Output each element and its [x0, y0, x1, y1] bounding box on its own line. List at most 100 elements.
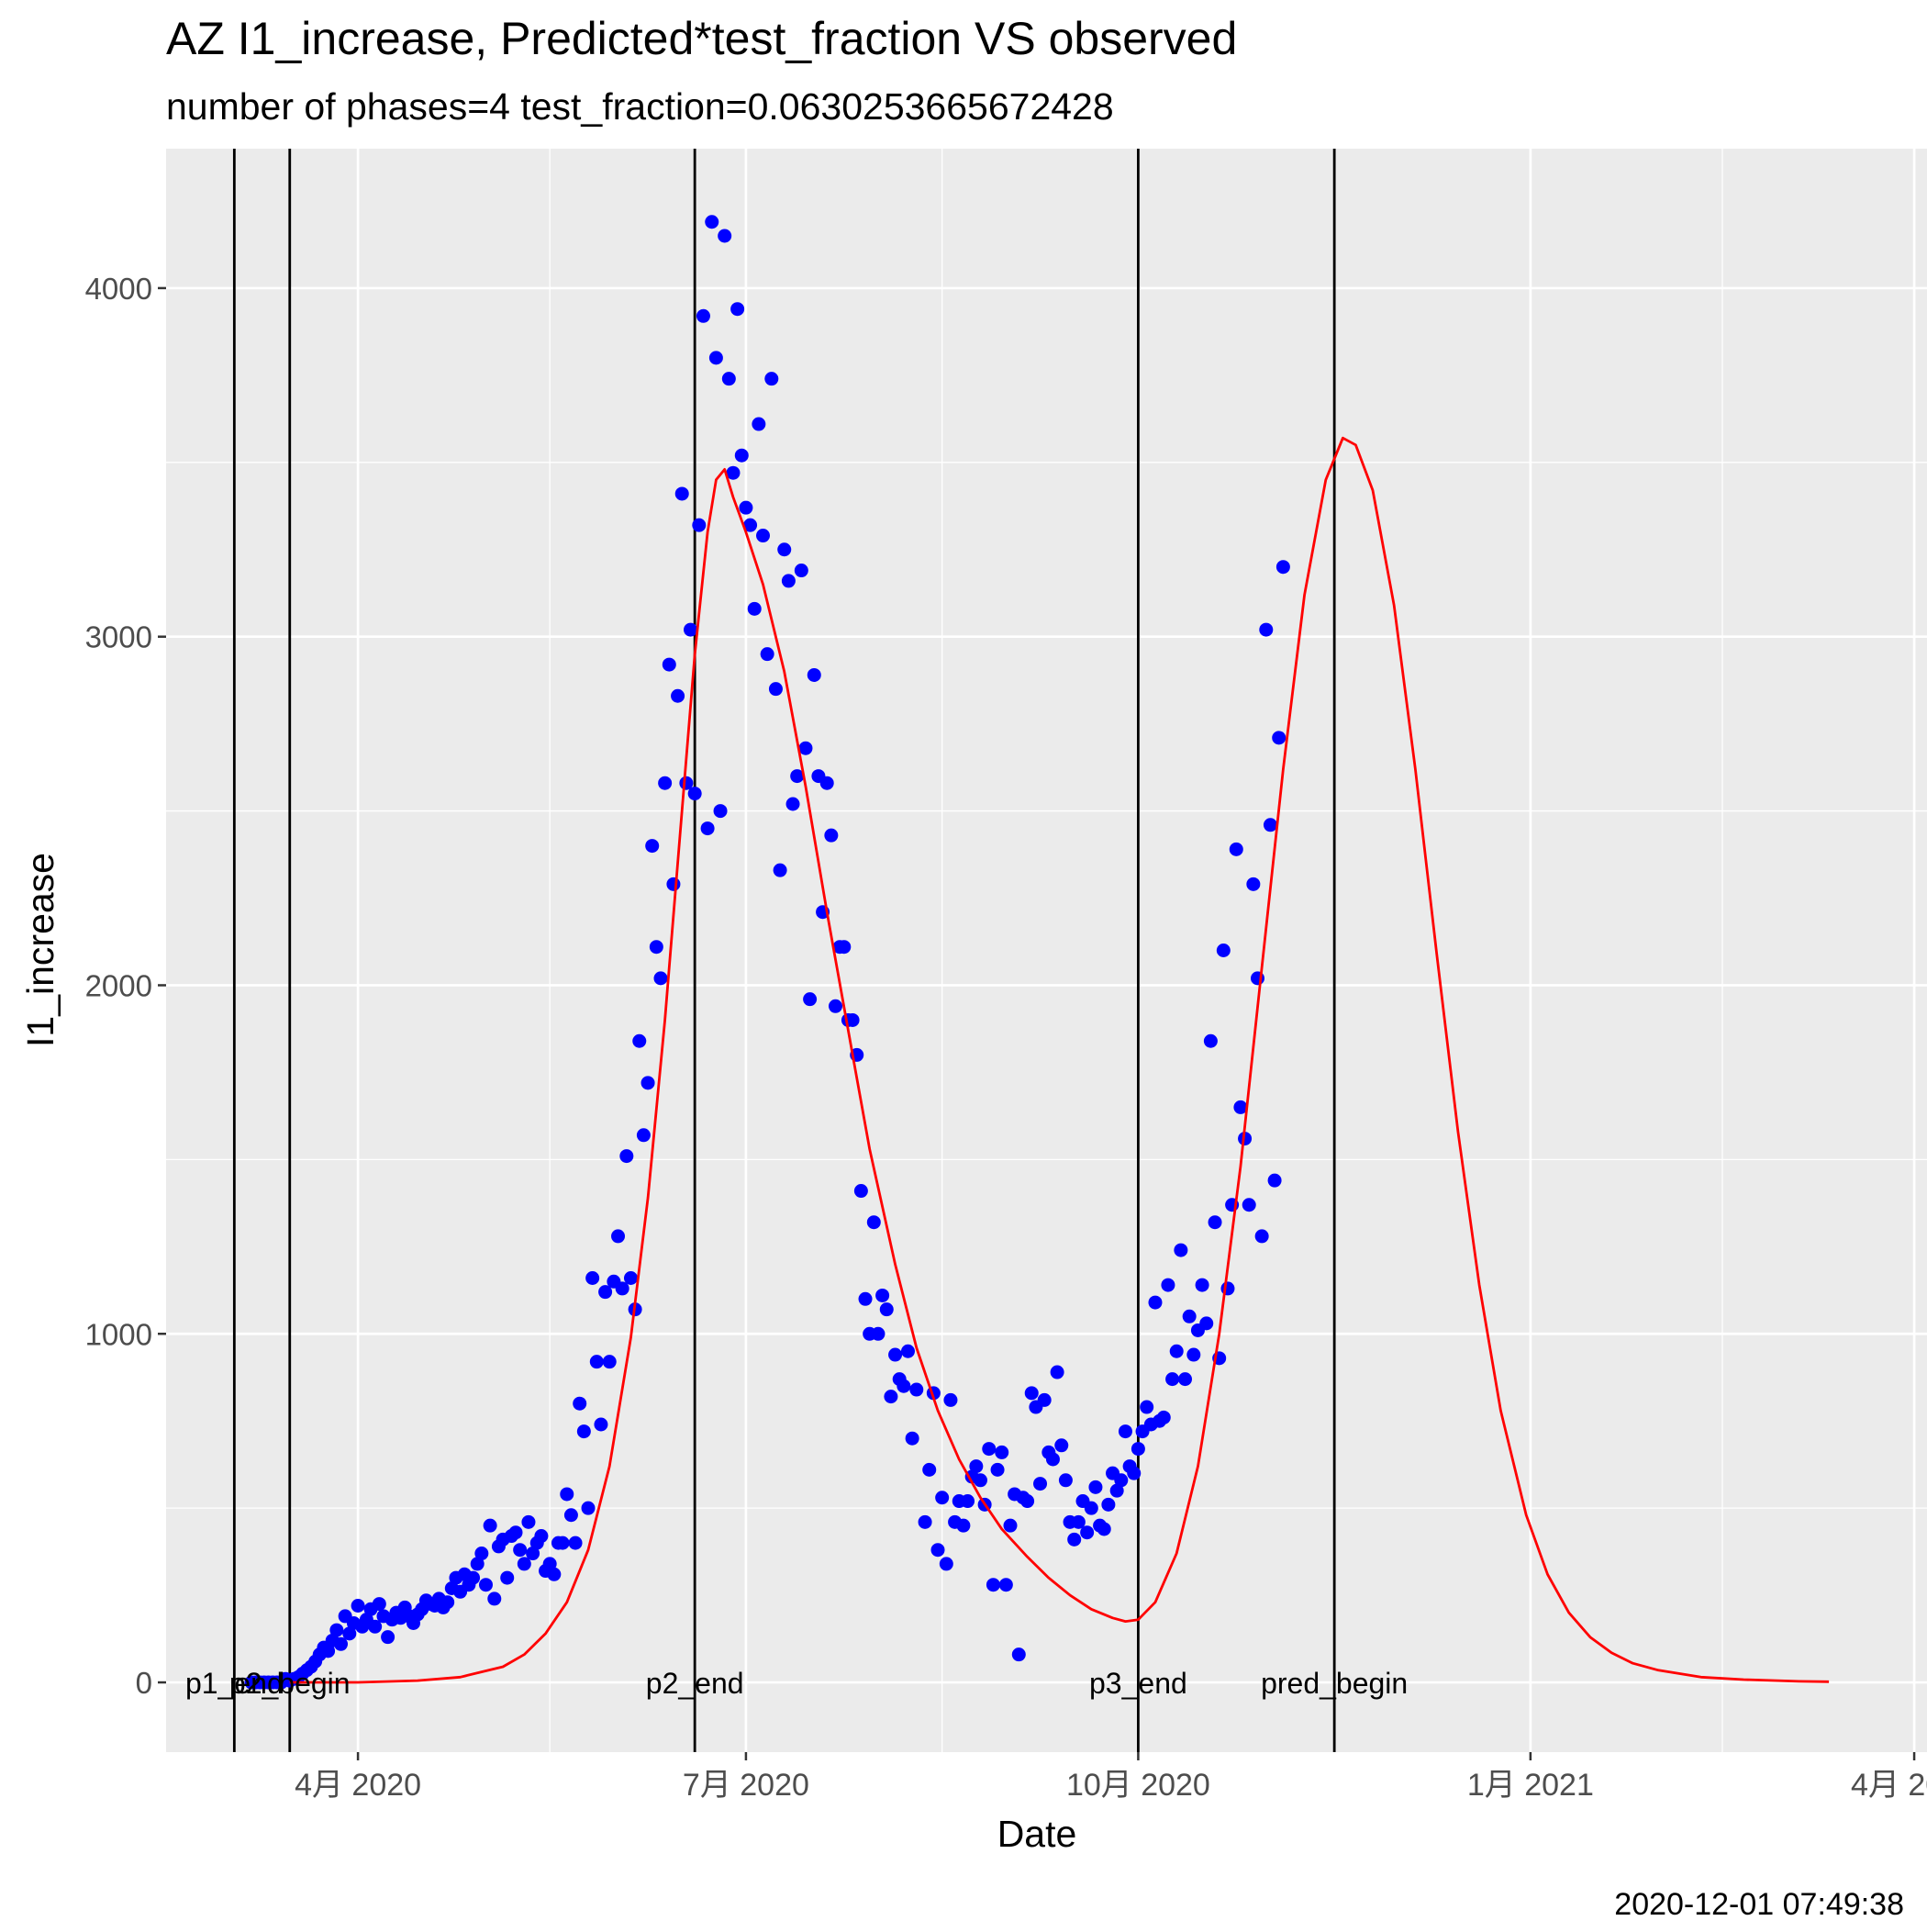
- predicted-line: [289, 436, 1830, 1684]
- observed-point: [1088, 1480, 1103, 1494]
- observed-point: [684, 622, 698, 637]
- observed-point: [542, 1557, 557, 1571]
- y-tick-label: 1000: [85, 1317, 152, 1351]
- observed-point: [568, 1536, 583, 1550]
- observed-point: [632, 1033, 647, 1048]
- observed-point: [1058, 1473, 1073, 1488]
- observed-point: [466, 1570, 481, 1585]
- observed-point: [973, 1473, 987, 1488]
- observed-point: [487, 1591, 502, 1606]
- observed-point: [500, 1570, 515, 1585]
- observed-point: [563, 1508, 578, 1523]
- observed-point: [1165, 1372, 1180, 1387]
- observed-point: [752, 417, 766, 431]
- observed-point: [798, 741, 813, 755]
- chart-subtitle: number of phases=4 test_fraction=0.06302…: [166, 85, 1114, 128]
- observed-point: [739, 500, 753, 515]
- observed-point: [922, 1462, 937, 1477]
- observed-point: [594, 1417, 608, 1432]
- y-axis-label: I1_increase: [19, 853, 61, 1047]
- observed-point: [321, 1644, 336, 1658]
- observed-point: [773, 863, 787, 877]
- observed-point: [943, 1392, 958, 1407]
- observed-point: [671, 688, 685, 703]
- observed-point: [888, 1347, 903, 1362]
- observed-point: [1045, 1452, 1060, 1467]
- observed-point: [1208, 1215, 1222, 1230]
- observed-point: [1033, 1477, 1048, 1491]
- observed-point: [819, 776, 834, 790]
- observed-point: [440, 1595, 455, 1610]
- observed-point: [956, 1518, 971, 1533]
- x-axis-label: Date: [997, 1813, 1077, 1855]
- observed-point: [969, 1459, 984, 1474]
- observed-point: [1156, 1410, 1171, 1424]
- observed-point: [700, 821, 715, 836]
- observed-point: [905, 1431, 919, 1446]
- observed-point: [1267, 1173, 1282, 1188]
- observed-point: [1229, 842, 1243, 856]
- observed-point: [483, 1518, 497, 1533]
- observed-point: [598, 1285, 613, 1300]
- observed-point: [1024, 1386, 1039, 1401]
- observed-point: [615, 1281, 629, 1296]
- observed-point: [935, 1491, 950, 1505]
- observed-point: [381, 1630, 395, 1645]
- observed-point: [576, 1424, 591, 1439]
- observed-point: [372, 1597, 386, 1612]
- observed-point: [508, 1525, 523, 1540]
- observed-point: [534, 1529, 549, 1544]
- observed-point: [1080, 1525, 1095, 1540]
- observed-point: [611, 1229, 626, 1244]
- observed-point: [687, 787, 702, 801]
- observed-point: [649, 940, 663, 955]
- observed-point: [794, 564, 808, 578]
- observed-point: [930, 1543, 945, 1558]
- predicted-series: [289, 436, 1830, 1684]
- observed-point: [1254, 1229, 1269, 1244]
- observed-point: [990, 1462, 1005, 1477]
- observed-point: [1182, 1309, 1197, 1323]
- observed-point: [1101, 1497, 1116, 1512]
- observed-point: [853, 1184, 868, 1199]
- observed-point: [1109, 1483, 1124, 1498]
- observed-point: [1114, 1473, 1129, 1488]
- observed-point: [602, 1355, 617, 1369]
- observed-point: [589, 1355, 604, 1369]
- observed-point: [696, 308, 710, 323]
- observed-point: [645, 839, 660, 854]
- observed-point: [1118, 1424, 1132, 1439]
- observed-point: [1169, 1344, 1184, 1358]
- observed-point: [777, 542, 792, 557]
- observed-point: [858, 1291, 873, 1306]
- observed-point: [1037, 1392, 1052, 1407]
- observed-point: [845, 1012, 860, 1027]
- y-tick-label: 0: [136, 1666, 152, 1700]
- observed-point: [470, 1557, 485, 1571]
- observed-point: [1097, 1522, 1111, 1536]
- observed-point: [760, 647, 774, 662]
- observed-point: [995, 1445, 1009, 1459]
- observed-point: [1071, 1514, 1086, 1529]
- observed-point: [1186, 1347, 1201, 1362]
- observed-point: [623, 1270, 638, 1285]
- observed-point: [662, 657, 676, 672]
- observed-point: [526, 1547, 540, 1561]
- x-tick-label: 4月 2021: [1851, 1768, 1927, 1803]
- observed-point: [1054, 1438, 1069, 1453]
- observed-point: [918, 1514, 932, 1529]
- observed-point: [713, 804, 728, 819]
- observed-point: [517, 1557, 531, 1571]
- observed-point: [1067, 1532, 1082, 1547]
- observed-point: [573, 1396, 587, 1411]
- vline-label: p3_end: [1089, 1667, 1187, 1700]
- observed-point: [807, 667, 821, 682]
- observed-point: [998, 1578, 1013, 1592]
- observed-point: [1178, 1372, 1193, 1387]
- observed-point: [1216, 944, 1231, 957]
- observed-point: [334, 1636, 349, 1651]
- observed-point: [879, 1302, 894, 1317]
- observed-point: [640, 1076, 655, 1090]
- observed-point: [1199, 1316, 1214, 1331]
